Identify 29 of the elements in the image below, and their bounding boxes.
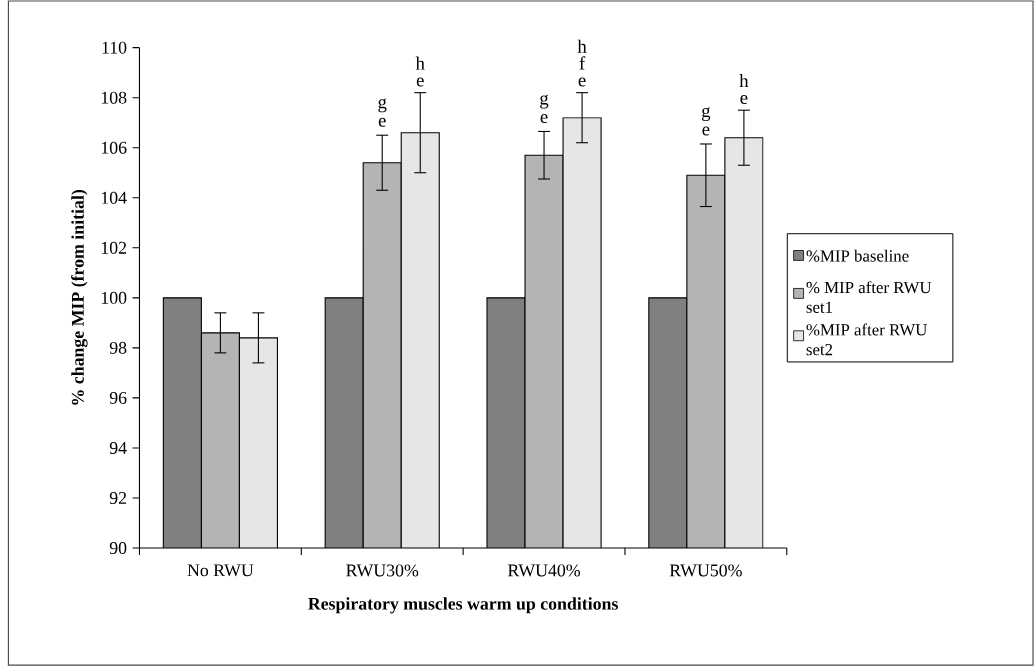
legend-label: % MIP after RWU set1 xyxy=(806,281,932,313)
x-tick-label: No RWU xyxy=(187,564,254,577)
y-tick-label: 94 xyxy=(109,441,127,454)
y-tick-label: 108 xyxy=(101,91,127,104)
x-tick-label: RWU50% xyxy=(669,564,742,577)
annotation: e xyxy=(702,126,710,136)
annotation: h e xyxy=(415,56,425,87)
y-tick-label: 106 xyxy=(101,141,127,154)
x-tick-label: RWU30% xyxy=(346,564,419,577)
y-tick-label: 102 xyxy=(101,241,127,254)
annotation: e xyxy=(540,113,548,123)
y-tick-label: 110 xyxy=(102,41,127,54)
y-tick-label: 98 xyxy=(109,341,127,354)
annotation: h e xyxy=(739,73,749,104)
x-tick-label: RWU40% xyxy=(507,564,581,577)
annotation: g xyxy=(701,107,711,121)
y-tick-label: 90 xyxy=(109,541,127,554)
annotation: g xyxy=(378,98,387,113)
legend-label: %MIP baseline xyxy=(806,249,909,262)
y-axis-title: % change MIP (from initial) xyxy=(71,189,88,405)
y-tick-label: 100 xyxy=(101,291,127,304)
y-tick-label: 104 xyxy=(101,191,127,204)
annotation: g xyxy=(540,94,549,109)
y-tick-label: 92 xyxy=(109,491,127,504)
y-tick-label: 96 xyxy=(109,391,127,404)
annotation: e xyxy=(378,117,386,127)
legend-label: %MIP after RWU set2 xyxy=(806,323,928,356)
x-axis-title: Respiratory muscles warm up conditions xyxy=(308,597,618,614)
annotation: h f e xyxy=(577,39,587,87)
